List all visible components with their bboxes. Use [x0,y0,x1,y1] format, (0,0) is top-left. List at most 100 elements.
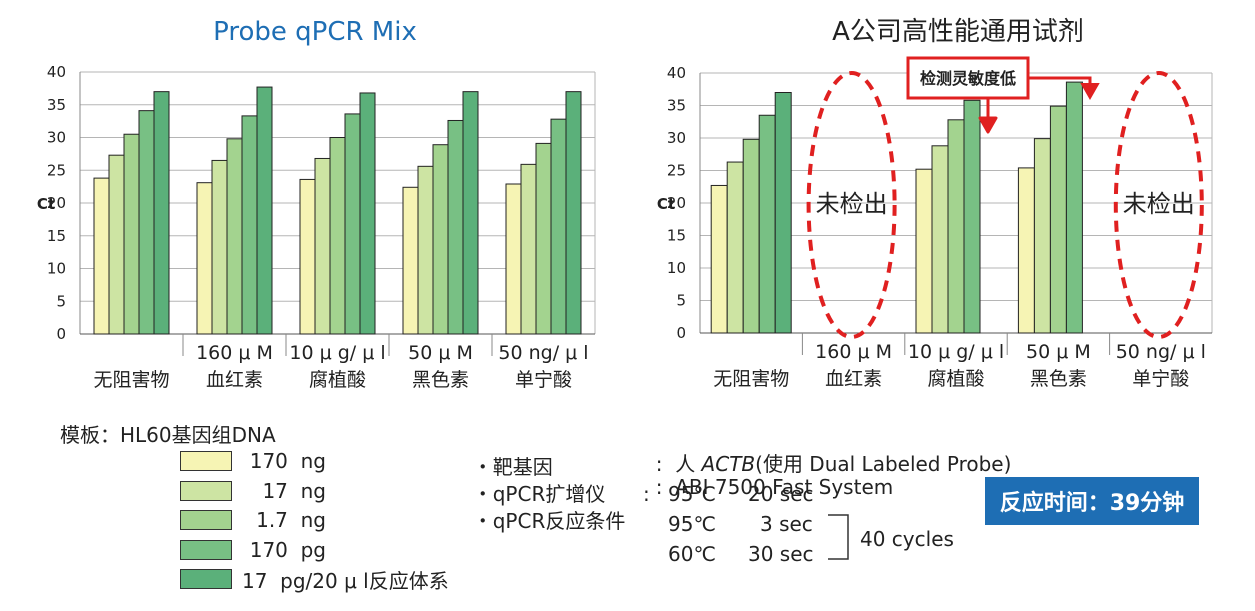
legend-label: 1.7 ng [256,508,326,532]
bar [93,177,110,335]
instrument-label: qPCR扩增仪 [492,482,606,506]
bar [344,113,361,335]
x-tick-label-line2: 黑色素 [1030,368,1087,390]
bar [211,159,228,335]
bar [505,183,522,335]
bar [565,91,582,335]
y-tick-label: 30 [47,129,66,147]
bar [1017,167,1035,334]
bar [550,118,567,335]
x-tick-label-line2: 单宁酸 [1132,368,1189,390]
bullet: ・ [472,455,493,479]
bar [359,92,376,335]
target-pre: 人 [675,452,696,476]
target-gene: ACTB [701,452,756,476]
step-1-time: 20 sec [748,482,814,506]
legend-swatch [180,451,232,471]
step-2-time: 3 sec [760,512,813,536]
bar [520,163,537,335]
bar [710,184,728,334]
chart-title: A公司高性能通用试剂 [832,17,1084,47]
y-tick-label: 10 [47,260,66,278]
bar [774,92,792,334]
x-tick-label-line1: 50 μ M [408,342,473,364]
bar [1049,105,1067,334]
bar [196,182,213,335]
step-1-temp: 95℃ [668,482,716,506]
legend-item: 17 pg/20 μ l反应体系 [180,567,449,593]
chart-probe-qpcr-mix: Probe qPCR Mix 0 5 10 15 20 25 30 35 40 Ct 无阻害物 160 … [37,17,596,391]
legend-swatch [180,539,232,560]
bar [963,99,981,334]
y-tick-label: 20 [47,194,66,212]
y-axis-label: Ct [37,195,55,213]
not-detected-label: 未检出 [1123,190,1195,218]
reaction-time-badge: 反应时间：39分钟 [985,477,1199,525]
legend-item: 1.7 ng [180,508,326,532]
x-tick-label-line2: 无阻害物 [713,368,789,390]
bar [931,145,949,334]
legend-label: 17 pg/20 μ l反应体系 [242,568,449,593]
step-3-time: 30 sec [748,542,814,566]
legend-item: 170 pg [180,538,326,562]
bar [726,161,744,334]
program-label: qPCR反应条件 [492,509,626,533]
y-tick-label: 15 [667,227,686,245]
y-tick-label: 10 [667,259,686,277]
arrow-to-humic [978,98,998,134]
bar [123,133,140,335]
x-tick-label-line1: 160 μ M [815,341,892,363]
y-tick-label: 30 [667,129,686,147]
legend-item: 170 ng [180,449,326,473]
bar [153,91,170,335]
step-2-temp: 95℃ [668,512,716,536]
x-tick-label-line1: 160 μ M [196,342,273,364]
legend-swatch [180,569,232,589]
y-tick-label: 25 [667,162,686,180]
legend-item: 17 ng [180,479,326,503]
bar [241,115,258,335]
arrow-head [1080,83,1100,101]
y-axis-label: Ct [657,195,675,213]
x-tick-label-line1: 50 ng/ μ l [498,342,588,364]
target-post: (使用 Dual Labeled Probe) [755,452,1012,476]
bar [108,154,125,335]
not-detected-ellipse [1113,71,1204,339]
bar [462,91,479,335]
legend-title: 模板：HL60基因组DNA [60,423,276,447]
bar [138,110,155,335]
chart-company-a-reagent: A公司高性能通用试剂 0 5 10 15 20 25 30 35 40 Ct 无阻害物 160 μ M 血… [657,17,1213,390]
cycles-label: 40 cycles [860,527,954,551]
legend-swatch [180,510,232,530]
step-3-temp: 60℃ [668,542,716,566]
bar [947,119,965,334]
y-tick-label: 20 [667,194,686,212]
cycle-bracket [828,514,849,560]
instrument-value-row: : ABI 7500 Fast System [655,475,894,499]
y-tick-label: 0 [56,325,66,343]
bar [329,137,346,335]
x-tick-label-line2: 黑色素 [412,369,469,391]
y-tick-label: 35 [47,96,66,114]
bar [1065,81,1083,334]
bar [447,119,464,335]
chart-title: Probe qPCR Mix [213,17,417,47]
y-tick-label: 25 [47,161,66,179]
x-tick-label-line2: 单宁酸 [515,369,572,391]
bar [417,165,434,335]
x-tick-label-line1: 10 μ g/ μ l [908,341,1004,363]
low-sensitivity-label: 检测灵敏度低 [920,69,1016,88]
instrument-row: ・qPCR扩增仪 [472,482,606,506]
instrument-value: ABI 7500 Fast System [675,475,894,499]
y-tick-label: 40 [47,63,66,81]
y-tick-label: 5 [676,292,686,310]
x-tick-label-line1: 50 μ M [1026,341,1091,363]
bar [1033,138,1051,334]
x-tick-label-line2: 血红素 [206,369,263,391]
target-gene-value: : 人 ACTB(使用 Dual Labeled Probe) [655,452,1012,476]
y-tick-label: 15 [47,227,66,245]
program-colon: : [643,482,650,506]
y-tick-label: 5 [56,292,66,310]
x-tick-label-line2: 血红素 [825,368,882,390]
bar [314,157,331,335]
